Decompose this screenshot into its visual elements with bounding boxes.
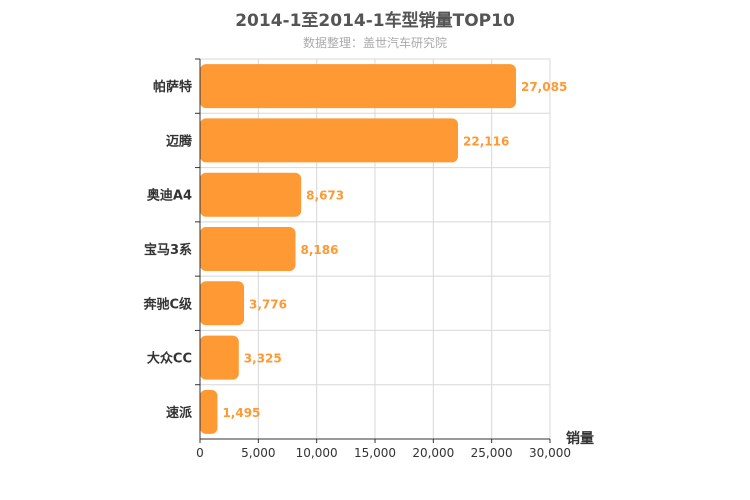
bar [200,389,218,434]
data-label: 3,776 [249,297,287,311]
bar [200,227,296,271]
x-axis-title: 销量 [566,430,594,447]
category-label: 帕萨特 [153,79,192,95]
data-label: 1,495 [222,406,260,420]
chart-title: 2014-1至2014-1车型销量TOP10 [235,11,515,31]
bar [200,281,245,326]
data-label: 27,085 [521,80,567,94]
category-label: 大众CC [147,351,192,367]
data-label: 22,116 [463,134,509,148]
data-label: 8,186 [301,243,339,257]
category-label: 宝马3系 [144,242,192,258]
data-label: 8,673 [306,189,344,203]
x-tick-label: 30,000 [529,446,571,460]
bar [200,64,516,109]
x-tick-label: 15,000 [354,446,396,460]
x-tick-label: 10,000 [296,446,338,460]
bar [200,172,302,217]
chart-subtitle: 数据整理：盖世汽车研究院 [302,36,447,50]
bar [200,335,239,380]
category-label: 奥迪A4 [147,188,192,204]
x-tick-label: 25,000 [471,446,513,460]
category-label: 奔驰C级 [142,296,193,312]
x-tick-label: 20,000 [412,446,454,460]
data-label: 3,325 [244,352,282,366]
category-label: 迈腾 [166,133,193,149]
x-tick-label: 0 [196,446,204,460]
x-tick-label: 5,000 [241,446,275,460]
bar [200,118,459,163]
category-label: 速派 [166,405,193,421]
